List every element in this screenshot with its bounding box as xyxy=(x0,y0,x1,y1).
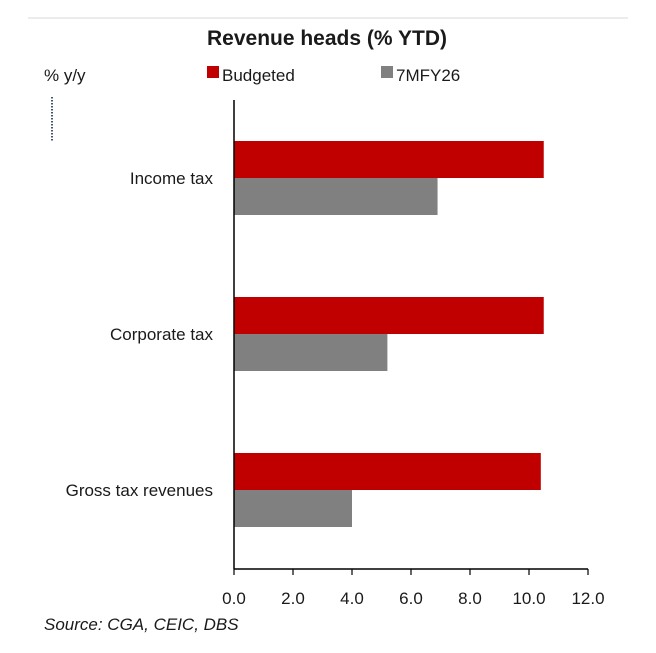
category-label: Gross tax revenues xyxy=(66,481,213,500)
bar-corporate-tax-7mfy26 xyxy=(234,334,388,371)
bar-gross-tax-revenues-budgeted xyxy=(234,453,541,490)
bar-income-tax-budgeted xyxy=(234,141,544,178)
legend-label-7mfy26: 7MFY26 xyxy=(396,66,460,85)
legend-swatch-7mfy26 xyxy=(381,66,393,78)
chart-title: Revenue heads (% YTD) xyxy=(207,27,447,50)
x-tick-label: 2.0 xyxy=(281,589,305,608)
legend-swatch-budgeted xyxy=(207,66,219,78)
bars xyxy=(234,141,544,527)
legend: Budgeted 7MFY26 xyxy=(207,66,460,85)
x-tick-label: 8.0 xyxy=(458,589,482,608)
x-ticks: 0.0 2.0 4.0 6.0 8.0 10.0 12.0 xyxy=(222,569,605,608)
x-tick-label: 12.0 xyxy=(571,589,604,608)
category-label: Income tax xyxy=(130,169,214,188)
bar-corporate-tax-budgeted xyxy=(234,297,544,334)
category-label: Corporate tax xyxy=(110,325,213,344)
x-tick-label: 6.0 xyxy=(399,589,423,608)
x-tick-label: 10.0 xyxy=(512,589,545,608)
x-tick-label: 0.0 xyxy=(222,589,246,608)
bar-income-tax-7mfy26 xyxy=(234,178,438,215)
category-labels: Income tax Corporate tax Gross tax revenue… xyxy=(66,169,214,500)
legend-label-budgeted: Budgeted xyxy=(222,66,295,85)
bar-gross-tax-revenues-7mfy26 xyxy=(234,490,352,527)
y-unit-label: % y/y xyxy=(44,66,86,85)
source-note: Source: CGA, CEIC, DBS xyxy=(44,615,239,634)
x-tick-label: 4.0 xyxy=(340,589,364,608)
